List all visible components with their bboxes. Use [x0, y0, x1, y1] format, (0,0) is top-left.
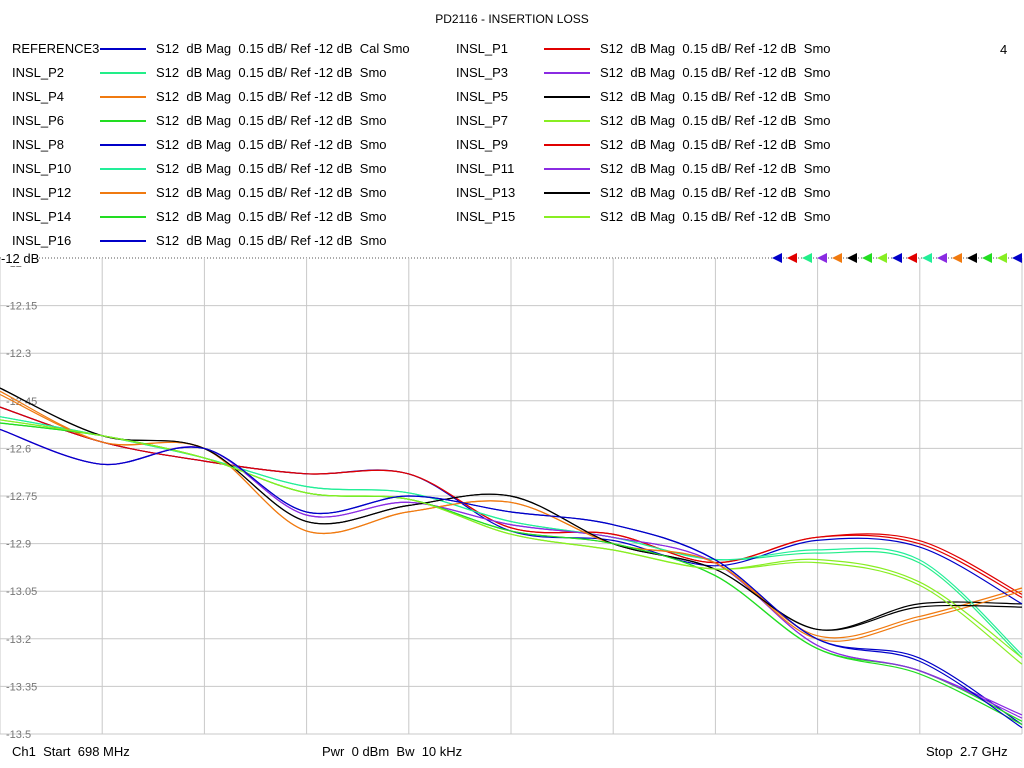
legend-swatch — [544, 48, 590, 50]
legend-trace-desc: S12 dB Mag 0.15 dB/ Ref -12 dB Cal Smo — [156, 41, 410, 56]
ref-marker — [922, 253, 932, 263]
legend-trace-name: INSL_P2 — [12, 65, 65, 80]
ref-marker — [952, 253, 962, 263]
trace-line — [0, 428, 1023, 729]
y-tick-label: -12.3 — [6, 348, 31, 360]
legend-trace-desc: S12 dB Mag 0.15 dB/ Ref -12 dB Smo — [156, 137, 387, 152]
trace-line — [0, 387, 1023, 631]
legend-trace-name: INSL_P4 — [12, 89, 65, 104]
ref-markers — [772, 253, 1022, 263]
legend-trace-desc: S12 dB Mag 0.15 dB/ Ref -12 dB Smo — [600, 209, 831, 224]
legend-trace-name: INSL_P16 — [12, 233, 72, 248]
legend-trace-desc: S12 dB Mag 0.15 dB/ Ref -12 dB Smo — [600, 113, 831, 128]
legend-trace-name: INSL_P12 — [12, 185, 72, 200]
ref-marker — [787, 253, 797, 263]
legend-trace-desc: S12 dB Mag 0.15 dB/ Ref -12 dB Smo — [600, 161, 831, 176]
legend-swatch — [544, 216, 590, 218]
legend-trace-name: INSL_P11 — [456, 161, 515, 176]
trace-line — [0, 406, 1023, 599]
footer-stop: Stop 2.7 GHz — [926, 744, 1008, 759]
legend-trace-desc: S12 dB Mag 0.15 dB/ Ref -12 dB Smo — [600, 65, 831, 80]
legend-swatch — [544, 168, 590, 170]
legend-swatch — [544, 192, 590, 194]
channel-number: 4 — [1000, 42, 1008, 57]
legend-trace-name: INSL_P15 — [456, 209, 516, 224]
y-tick-labels: -12.15-12.3-12.45-12.6-12.75-12.9-13.05-… — [6, 258, 37, 741]
legend-swatch — [100, 72, 146, 74]
legend-swatch — [544, 96, 590, 98]
legend-trace-desc: S12 dB Mag 0.15 dB/ Ref -12 dB Smo — [156, 113, 387, 128]
legend-swatch — [544, 144, 590, 146]
legend-trace-name: INSL_P5 — [456, 89, 509, 104]
y-tick-label: -13.5 — [6, 729, 31, 741]
y-tick-label: -13.35 — [6, 681, 37, 693]
legend-swatch — [100, 144, 146, 146]
legend-trace-name: INSL_P8 — [12, 137, 65, 152]
legend-trace-name: REFERENCE3 — [12, 41, 100, 56]
legend-trace-desc: S12 dB Mag 0.15 dB/ Ref -12 dB Smo — [600, 137, 831, 152]
y-tick-label: -12.6 — [6, 443, 31, 455]
legend-swatch — [544, 72, 590, 74]
legend-trace-desc: S12 dB Mag 0.15 dB/ Ref -12 dB Smo — [156, 65, 387, 80]
ref-marker — [967, 253, 977, 263]
grid — [0, 257, 1023, 735]
legend-trace-name: INSL_P13 — [456, 185, 516, 200]
legend-trace-name: INSL_P1 — [456, 41, 509, 56]
legend-trace-name: INSL_P6 — [12, 113, 65, 128]
y-tick-label: -13.05 — [6, 586, 37, 598]
y-tick-label: -12.15 — [6, 301, 37, 313]
legend-trace-desc: S12 dB Mag 0.15 dB/ Ref -12 dB Smo — [600, 89, 831, 104]
footer-start: Ch1 Start 698 MHz — [12, 744, 130, 759]
legend-swatch — [100, 216, 146, 218]
legend-swatch — [100, 96, 146, 98]
ref-marker — [802, 253, 812, 263]
ref-marker — [877, 253, 887, 263]
ref-level-label: -12 dB — [1, 251, 40, 266]
ref-marker — [817, 253, 827, 263]
trace-line — [0, 419, 1023, 665]
legend-trace-name: INSL_P7 — [456, 113, 509, 128]
ref-marker — [847, 253, 857, 263]
y-tick-label: -13.2 — [6, 634, 31, 646]
legend-trace-desc: S12 dB Mag 0.15 dB/ Ref -12 dB Smo — [156, 89, 387, 104]
legend-trace-name: INSL_P10 — [12, 161, 72, 176]
legend-trace-name: INSL_P14 — [12, 209, 72, 224]
legend-swatch — [100, 48, 146, 50]
trace-line — [0, 393, 1023, 642]
ref-marker — [832, 253, 842, 263]
ref-marker — [982, 253, 992, 263]
ref-marker — [772, 253, 782, 263]
legend-trace-desc: S12 dB Mag 0.15 dB/ Ref -12 dB Smo — [156, 233, 387, 248]
legend-trace-desc: S12 dB Mag 0.15 dB/ Ref -12 dB Smo — [156, 185, 387, 200]
legend-swatch — [100, 120, 146, 122]
ref-marker — [1012, 253, 1022, 263]
legend-swatch — [100, 240, 146, 242]
ref-marker — [892, 253, 902, 263]
legend-swatch — [544, 120, 590, 122]
legend-trace-desc: S12 dB Mag 0.15 dB/ Ref -12 dB Smo — [156, 161, 387, 176]
legend-trace-name: INSL_P3 — [456, 65, 509, 80]
legend-swatch — [100, 168, 146, 170]
legend-swatch — [100, 192, 146, 194]
ref-marker — [937, 253, 947, 263]
traces — [0, 387, 1023, 729]
legend-trace-name: INSL_P9 — [456, 137, 509, 152]
ref-marker — [997, 253, 1007, 263]
ref-marker — [907, 253, 917, 263]
chart-title: PD2116 - INSERTION LOSS — [435, 12, 589, 26]
legend-trace-desc: S12 dB Mag 0.15 dB/ Ref -12 dB Smo — [600, 41, 831, 56]
footer-power-bandwidth: Pwr 0 dBm Bw 10 kHz — [322, 744, 463, 759]
legend-trace-desc: S12 dB Mag 0.15 dB/ Ref -12 dB Smo — [156, 209, 387, 224]
y-tick-label: -12.9 — [6, 539, 31, 551]
ref-marker — [862, 253, 872, 263]
y-tick-label: -12.75 — [6, 491, 37, 503]
legend-trace-desc: S12 dB Mag 0.15 dB/ Ref -12 dB Smo — [600, 185, 831, 200]
